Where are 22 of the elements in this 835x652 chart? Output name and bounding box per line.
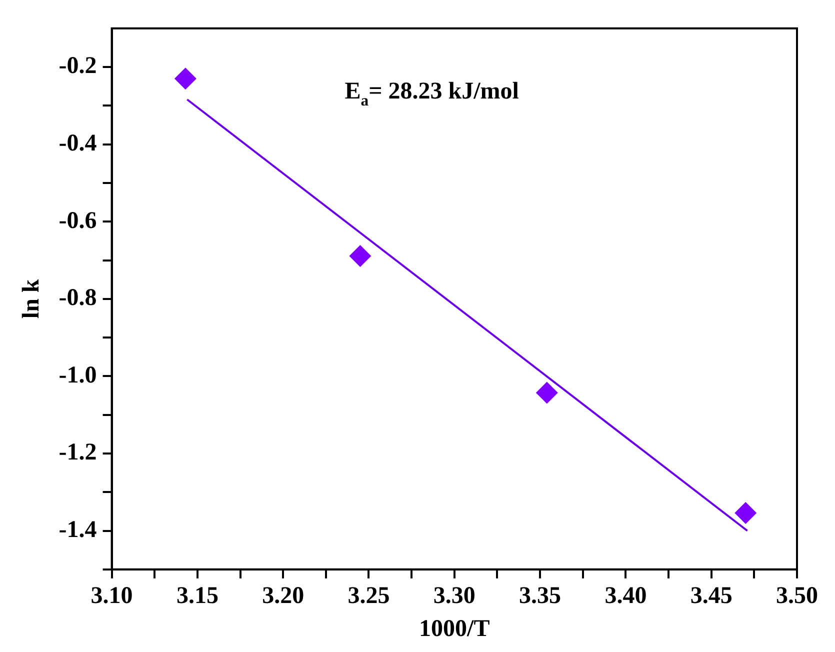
x-tick-label: 3.10: [90, 583, 133, 610]
y-tick-label: -0.8: [58, 285, 97, 312]
y-tick-label: -1.2: [58, 440, 97, 466]
y-tick-label: -1.0: [58, 362, 97, 388]
x-axis-title: 1000/T: [419, 616, 490, 642]
x-tick-label: 3.15: [176, 583, 218, 610]
y-tick-label: -0.2: [58, 53, 97, 80]
x-tick-label: 3.40: [604, 583, 647, 610]
x-tick-label: 3.30: [433, 583, 476, 610]
x-tick-label: 3.20: [262, 583, 304, 610]
y-axis-title: ln k: [18, 278, 45, 319]
y-tick-label: -1.4: [58, 516, 97, 543]
x-tick-label: 3.35: [519, 583, 562, 610]
point: [174, 68, 196, 90]
point: [349, 245, 372, 268]
point: [536, 382, 558, 404]
x-tick-label: 3.50: [776, 583, 818, 610]
y-tick-label: -0.4: [58, 130, 97, 157]
x-tick-label: 3.45: [690, 583, 732, 610]
x-tick-label: 3.25: [348, 583, 390, 610]
y-tick-label: -0.6: [58, 208, 97, 234]
point: [734, 502, 757, 524]
